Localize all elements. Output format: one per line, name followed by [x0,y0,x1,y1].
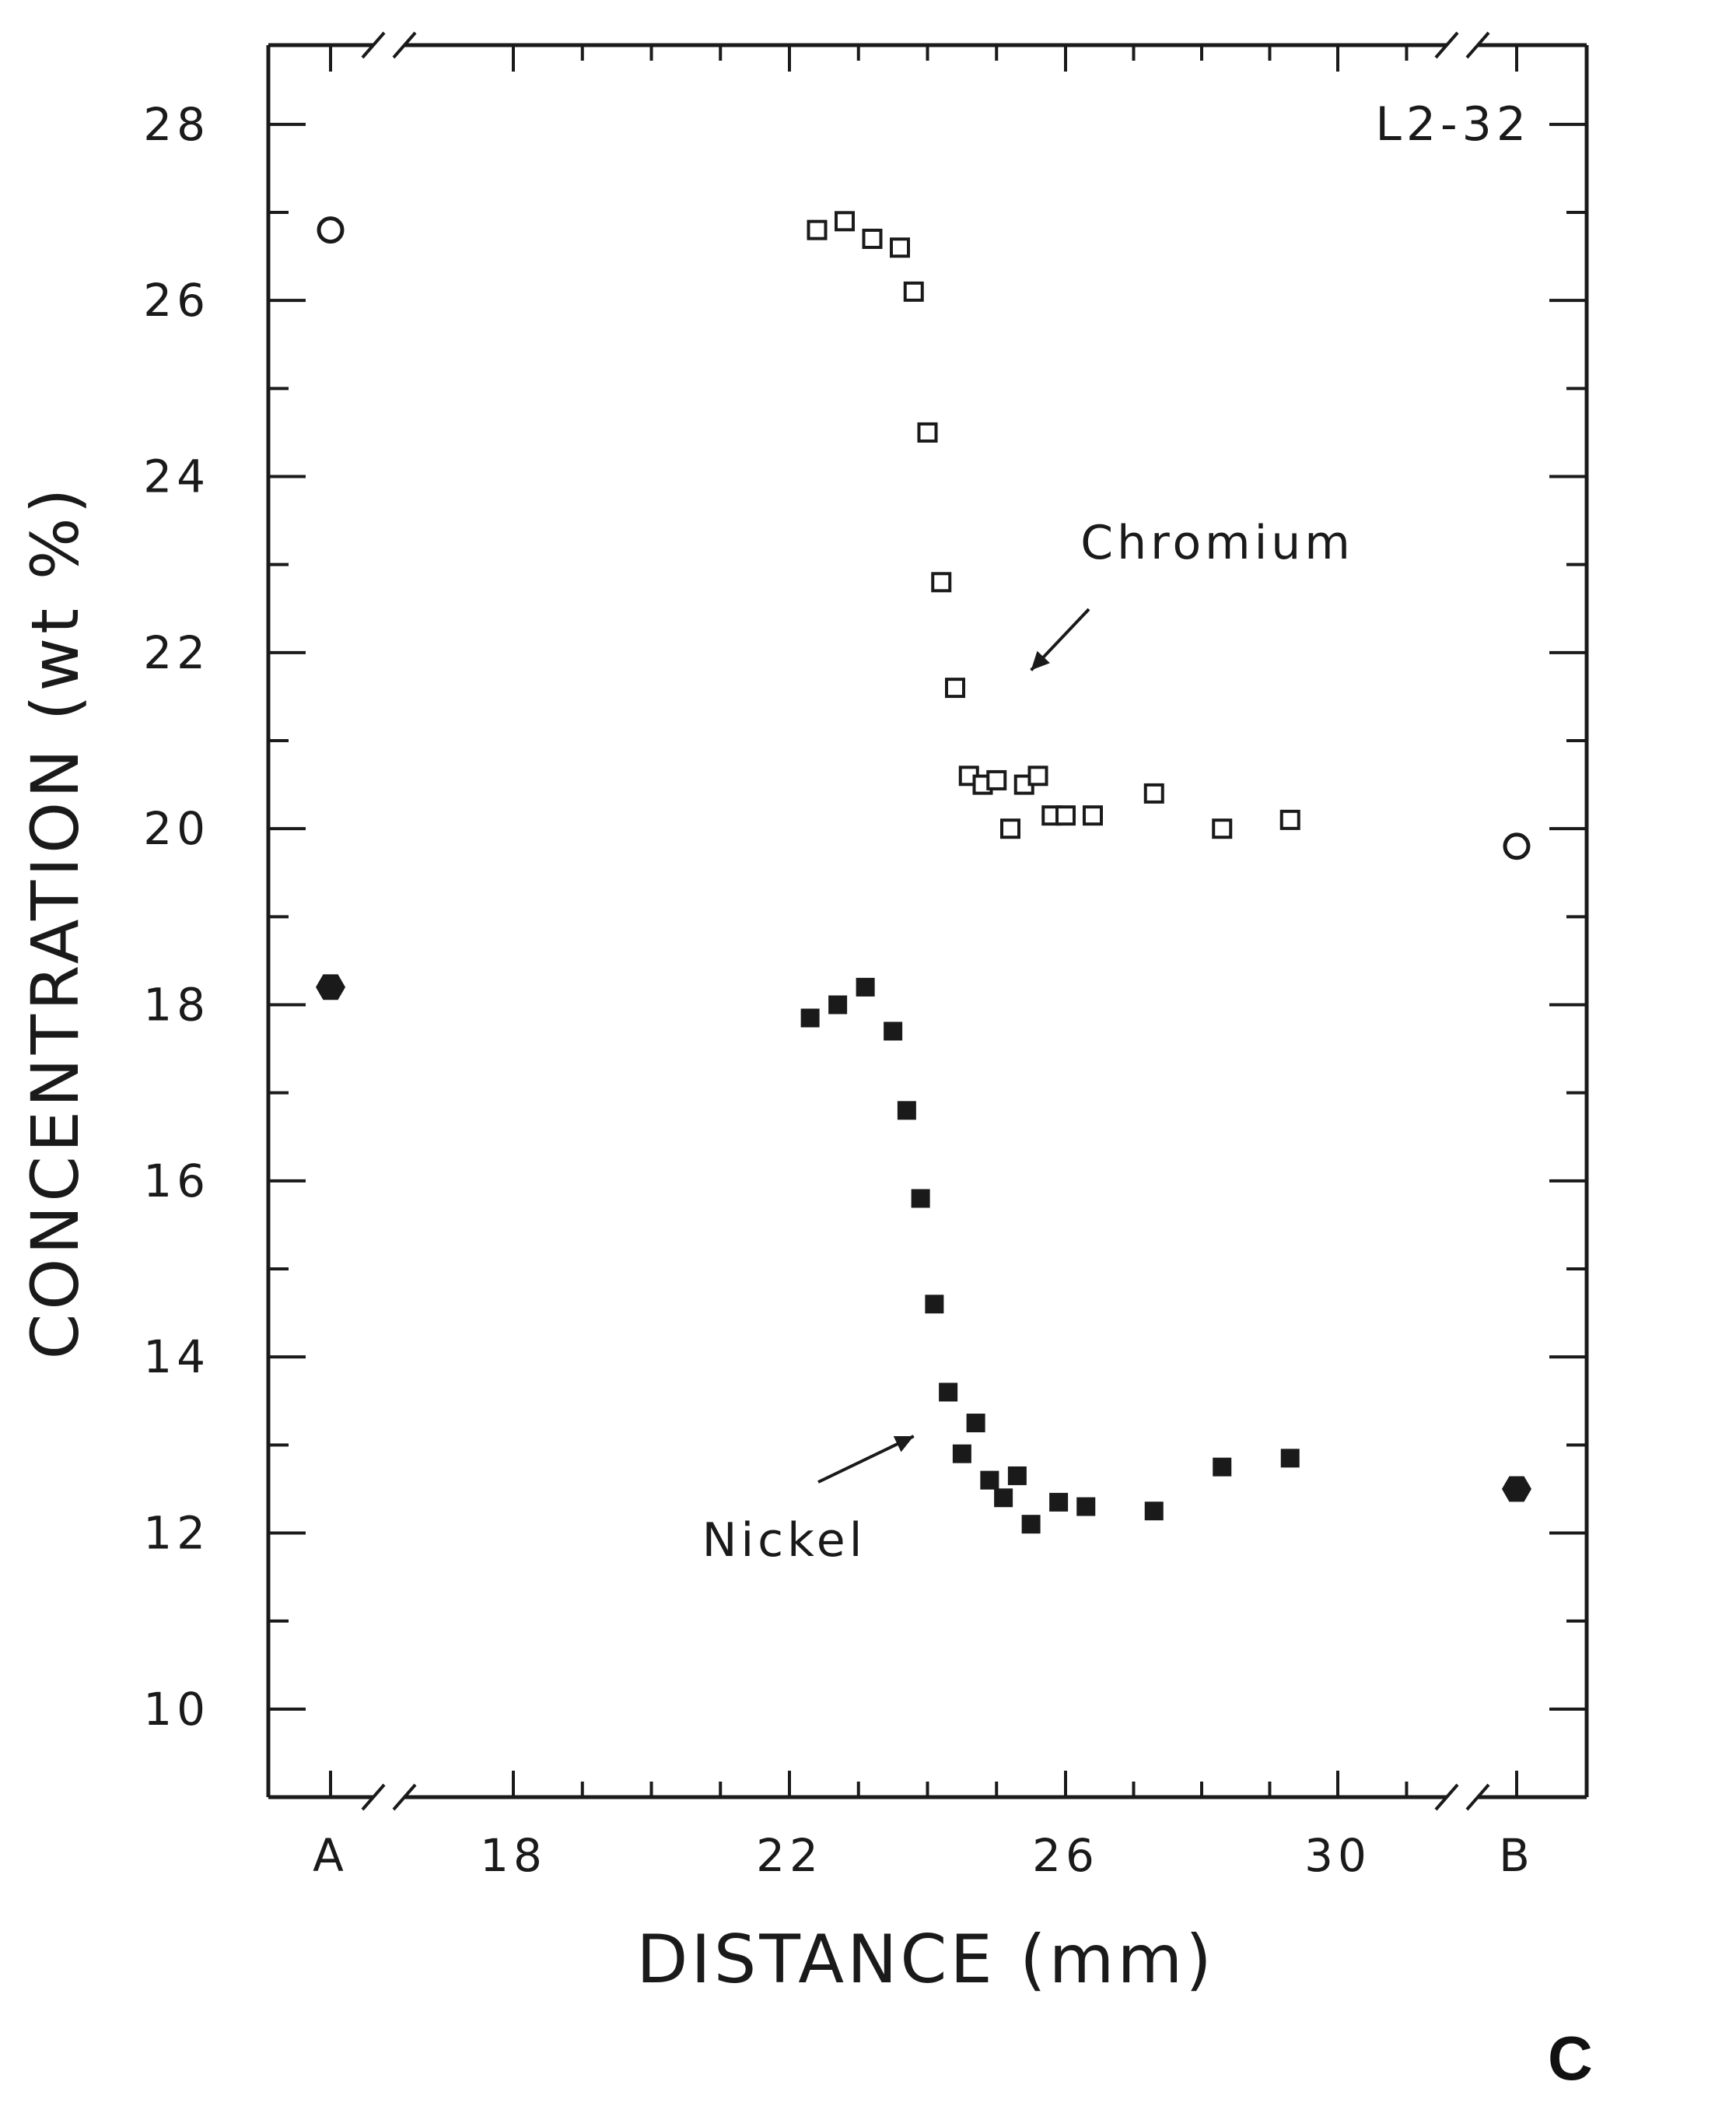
annotation-label: Chromium [1080,516,1354,570]
nickel-point [1144,1502,1164,1521]
y-tick-label: 14 [143,1330,210,1383]
y-tick-label: 18 [143,979,210,1032]
y-axis-label: CONCENTRATION (wt %) [17,485,93,1360]
nickel-point [897,1101,916,1120]
chromium-end-point [317,216,345,244]
nickel-point [911,1189,930,1208]
nickel-point [1213,1457,1232,1477]
y-tick-label: 28 [143,98,210,151]
nickel-point [1007,1466,1027,1485]
annotation-label: Nickel [702,1513,866,1568]
annotation-arrowhead [1031,650,1050,671]
chromium-point [1212,818,1233,839]
chromium-point [862,228,883,249]
axis-break-mark [1434,31,1459,59]
x-tick-label: 22 [756,1829,823,1882]
nickel-point [1076,1497,1096,1516]
y-tick-label: 26 [143,274,210,327]
x-tick-label: 30 [1304,1829,1371,1882]
nickel-point [1049,1492,1069,1512]
chromium-point [1143,783,1164,804]
axis-break-mark [1465,1783,1490,1811]
chromium-point [903,281,924,302]
axis-break-mark [392,1783,417,1811]
axis-break-mark [392,31,417,59]
x-axis-label: DISTANCE (mm) [636,1921,1215,1999]
nickel-point [856,977,875,997]
nickel-point [966,1414,985,1433]
chromium-point [931,572,952,593]
y-tick-label: 16 [143,1155,210,1207]
chromium-end-point [1503,832,1531,860]
y-tick-label: 24 [143,450,210,503]
chromium-point [1279,809,1300,830]
chromium-point [807,219,828,240]
chromium-point [1083,805,1103,826]
axis-break-mark [1465,31,1490,59]
nickel-end-point [1502,1476,1531,1502]
x-tick-labels: A 18 22 26 30 B [313,1829,1535,1882]
chromium-point [890,237,910,258]
x-tick-label: A [313,1829,348,1882]
x-tick-label: 26 [1032,1829,1099,1882]
axis-ticks [268,45,1587,1797]
axis-break-mark [361,31,386,59]
chromium-point [945,678,965,699]
plot-frame [266,31,1589,1811]
y-tick-labels: 10 12 14 16 18 20 22 24 26 28 [143,98,210,1736]
nickel-point [980,1470,999,1490]
chromium-point [986,769,1007,790]
chromium-point [1027,766,1048,787]
chromium-point [1000,818,1020,839]
y-tick-label: 10 [143,1683,210,1736]
sample-tag: L2-32 [1375,97,1531,152]
figure-panel-letter: C [1548,2024,1593,2093]
nickel-point [1280,1449,1300,1468]
chromium-point [1055,805,1076,826]
y-tick-label: 22 [143,626,210,679]
chromium-point [917,422,938,443]
data-points [316,211,1531,1534]
nickel-point [952,1444,971,1463]
nickel-point [939,1382,958,1402]
nickel-point [925,1295,944,1314]
annotation-arrowhead [893,1435,914,1452]
nickel-point [884,1021,903,1041]
y-tick-label: 12 [143,1507,210,1560]
nickel-end-point [316,974,345,1000]
nickel-point [1021,1515,1041,1534]
axis-break-mark [1434,1783,1459,1811]
y-tick-label: 20 [143,802,210,855]
nickel-point [828,995,848,1014]
x-tick-label: 18 [480,1829,547,1882]
axis-break-mark [361,1783,386,1811]
nickel-point [994,1488,1013,1508]
chromium-point [835,211,855,232]
nickel-point [800,1008,820,1028]
annotations: Chromium Nickel [702,516,1354,1568]
x-tick-label: B [1499,1829,1535,1882]
